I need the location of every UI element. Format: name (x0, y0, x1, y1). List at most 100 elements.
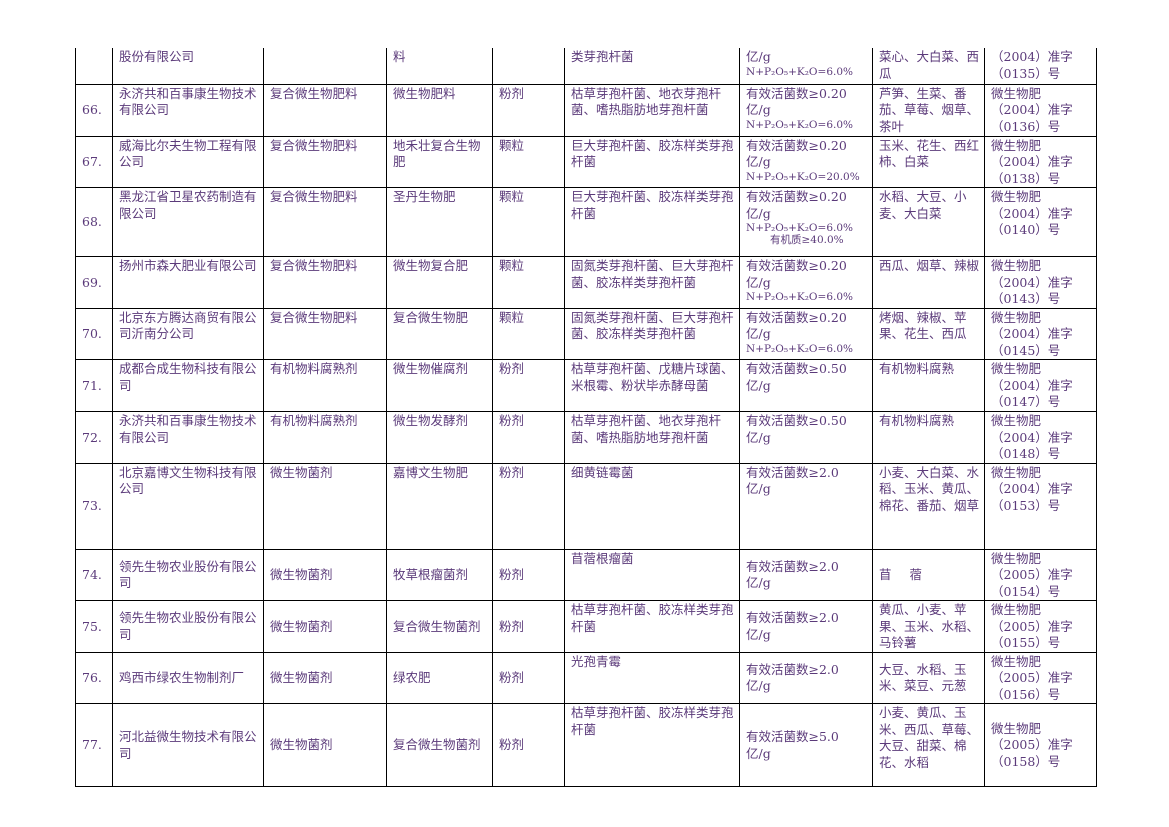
registration-line: （2004）准字 (991, 205, 1073, 221)
registration-line: （0138）号 (991, 170, 1061, 186)
registration-line: 微生物肥 (991, 258, 1042, 273)
crops-cell: 芦笋、生菜、番茄、草莓、烟草、茶叶 (872, 83, 985, 137)
row-number: 71. (75, 359, 113, 412)
registration-line: （0145）号 (991, 342, 1061, 358)
product-cell: 牧草根瘤菌剂 (386, 548, 493, 601)
strain-cell: 巨大芽孢杆菌、胶冻样类芽孢杆菌 (564, 187, 740, 257)
strain-cell: 苜蓿根瘤菌 (564, 548, 740, 601)
content-cell: 有效活菌数≥2.0 亿/g (739, 600, 873, 653)
table-row: 74. 领先生物农业股份有限公司 微生物菌剂 牧草根瘤菌剂 粉剂 苜蓿根瘤菌 有效活菌数≥2… (75, 548, 1097, 601)
registration-cell: （2004）准字 （0135）号 (984, 48, 1097, 85)
content-line: 亿/g (746, 205, 771, 221)
content-line: 有效活菌数≥2.0 (746, 661, 839, 677)
row-number: 68. (75, 187, 113, 257)
content-formula: N+P₂O₅+K₂O=6.0% (746, 342, 854, 355)
category-cell: 复合微生物肥料 (263, 256, 387, 309)
registration-line: （0140）号 (991, 222, 1061, 237)
table-row: 69. 扬州市森大肥业有限公司 复合微生物肥料 微生物复合肥 颗粒 固氮类芽孢杆菌、巨大芽… (75, 256, 1097, 309)
product-cell: 复合微生物菌剂 (386, 703, 493, 787)
registration-cell: 微生物肥 （2004）准字 （0147）号 (984, 359, 1097, 412)
content-line: 有效活菌数≥0.50 (746, 361, 847, 376)
company-cell: 永济共和百事康生物技术有限公司 (112, 83, 264, 137)
product-cell: 微生物肥料 (386, 83, 493, 137)
form-cell: 粉剂 (492, 83, 565, 137)
content-line: 亿/g (746, 377, 771, 393)
category-cell: 微生物菌剂 (263, 548, 387, 601)
content-cell: 有效活菌数≥2.0 亿/g (739, 651, 873, 704)
registration-cell: 微生物肥 （2005）准字 （0156）号 (984, 651, 1097, 704)
row-number: 69. (75, 256, 113, 309)
content-line: 有效活菌数≥0.20 (746, 309, 847, 325)
content-line: 有效活菌数≥0.20 (746, 137, 847, 153)
content-cell: 有效活菌数≥0.20 亿/g N+P₂O₅+K₂O=20.0% (739, 135, 873, 188)
crops-cell: 大豆、水稻、玉米、菜豆、元葱 (872, 651, 985, 704)
row-number: 75. (75, 600, 113, 653)
form-cell: 颗粒 (492, 187, 565, 257)
company-cell: 扬州市森大肥业有限公司 (112, 256, 264, 309)
product-cell: 微生物发酵剂 (386, 411, 493, 464)
category-cell: 复合微生物肥料 (263, 187, 387, 257)
category-cell: 微生物菌剂 (263, 703, 387, 787)
registration-line: 微生物肥 (991, 653, 1042, 669)
crops-cell: 小麦、大白菜、水稻、玉米、黄瓜、棉花、番茄、烟草 (872, 462, 985, 550)
registration-line: （0136）号 (991, 118, 1061, 134)
registration-line: （2004）准字 (991, 102, 1073, 117)
registration-cell: 微生物肥 （2004）准字 （0136）号 (984, 83, 1097, 137)
row-number: 67. (75, 135, 113, 188)
content-line: 亿/g (746, 575, 771, 591)
crops-cell: 有机物料腐熟 (872, 411, 985, 464)
row-number (75, 48, 113, 85)
category-cell: 微生物菌剂 (263, 651, 387, 704)
product-cell: 微生物催腐剂 (386, 359, 493, 412)
content-formula: 有机质≥40.0% (770, 234, 844, 246)
form-cell: 粉剂 (492, 548, 565, 601)
content-line: 亿/g (746, 481, 771, 496)
registration-line: （0154）号 (991, 583, 1061, 599)
registration-line: 微生物肥 (991, 464, 1042, 480)
product-cell: 复合微生物菌剂 (386, 600, 493, 653)
content-line: 亿/g (746, 429, 771, 445)
content-formula: N+P₂O₅+K₂O=6.0% (746, 291, 854, 303)
company-cell: 鸡西市绿农生物制剂厂 (112, 651, 264, 704)
crops-cell: 有机物料腐熟 (872, 359, 985, 412)
row-number: 72. (75, 411, 113, 464)
registration-line: （2005）准字 (991, 737, 1073, 753)
content-line: 亿/g (746, 678, 771, 694)
content-line: 有效活菌数≥5.0 (746, 729, 839, 744)
content-formula: N+P₂O₅+K₂O=6.0% (746, 118, 854, 131)
registration-cell: 微生物肥 （2004）准字 （0140）号 (984, 187, 1097, 257)
registration-line: （2005）准字 (991, 567, 1073, 582)
content-line: 亿/g (746, 102, 771, 117)
registration-cell: 微生物肥 （2005）准字 （0154）号 (984, 548, 1097, 601)
table-row: 76. 鸡西市绿农生物制剂厂 微生物菌剂 绿农肥 粉剂 光孢青霉 有效活菌数≥2.0 亿/g 大… (75, 651, 1097, 704)
content-cell: 有效活菌数≥5.0 亿/g (739, 703, 873, 787)
table-row: 73. 北京嘉博文生物科技有限公司 微生物菌剂 嘉博文生物肥 粉剂 细黄链霉菌 有效活菌数≥… (75, 462, 1097, 550)
row-number: 77. (75, 703, 113, 787)
content-line: 亿/g (746, 154, 771, 169)
content-cell: 有效活菌数≥2.0 亿/g (739, 548, 873, 601)
content-line: 有效活菌数≥2.0 (746, 464, 839, 480)
registration-line: （2004）准字 (991, 481, 1073, 496)
registration-line: 微生物肥 (991, 189, 1042, 204)
category-cell: 有机物料腐熟剂 (263, 359, 387, 412)
strain-cell: 固氮类芽孢杆菌、巨大芽孢杆菌、胶冻样类芽孢杆菌 (564, 307, 740, 360)
content-cell: 亿/g N+P₂O₅+K₂O=6.0% (739, 48, 873, 85)
content-line: 有效活菌数≥2.0 (746, 558, 839, 574)
form-cell: 颗粒 (492, 135, 565, 188)
company-cell: 北京嘉博文生物科技有限公司 (112, 462, 264, 550)
content-cell: 有效活菌数≥0.20 亿/g N+P₂O₅+K₂O=6.0% (739, 256, 873, 309)
form-cell: 粉剂 (492, 411, 565, 464)
strain-cell: 枯草芽孢杆菌、地衣芽孢杆菌、嗜热脂肪地芽孢杆菌 (564, 83, 740, 137)
product-cell: 微生物复合肥 (386, 256, 493, 309)
category-cell: 微生物菌剂 (263, 462, 387, 550)
form-cell (492, 48, 565, 85)
registration-line: 微生物肥 (991, 602, 1042, 617)
company-cell: 河北益微生物技术有限公司 (112, 703, 264, 787)
product-cell: 料 (386, 48, 493, 85)
table-row: 75. 领先生物农业股份有限公司 微生物菌剂 复合微生物菌剂 粉剂 枯草芽孢杆菌、胶冻样类… (75, 600, 1097, 653)
company-cell: 威海比尔夫生物工程有限公司 (112, 135, 264, 188)
registration-cell: 微生物肥 （2004）准字 （0153）号 (984, 462, 1097, 550)
form-cell: 颗粒 (492, 307, 565, 360)
registration-line: 微生物肥 (991, 413, 1042, 428)
content-line: 有效活菌数≥0.20 (746, 258, 847, 273)
